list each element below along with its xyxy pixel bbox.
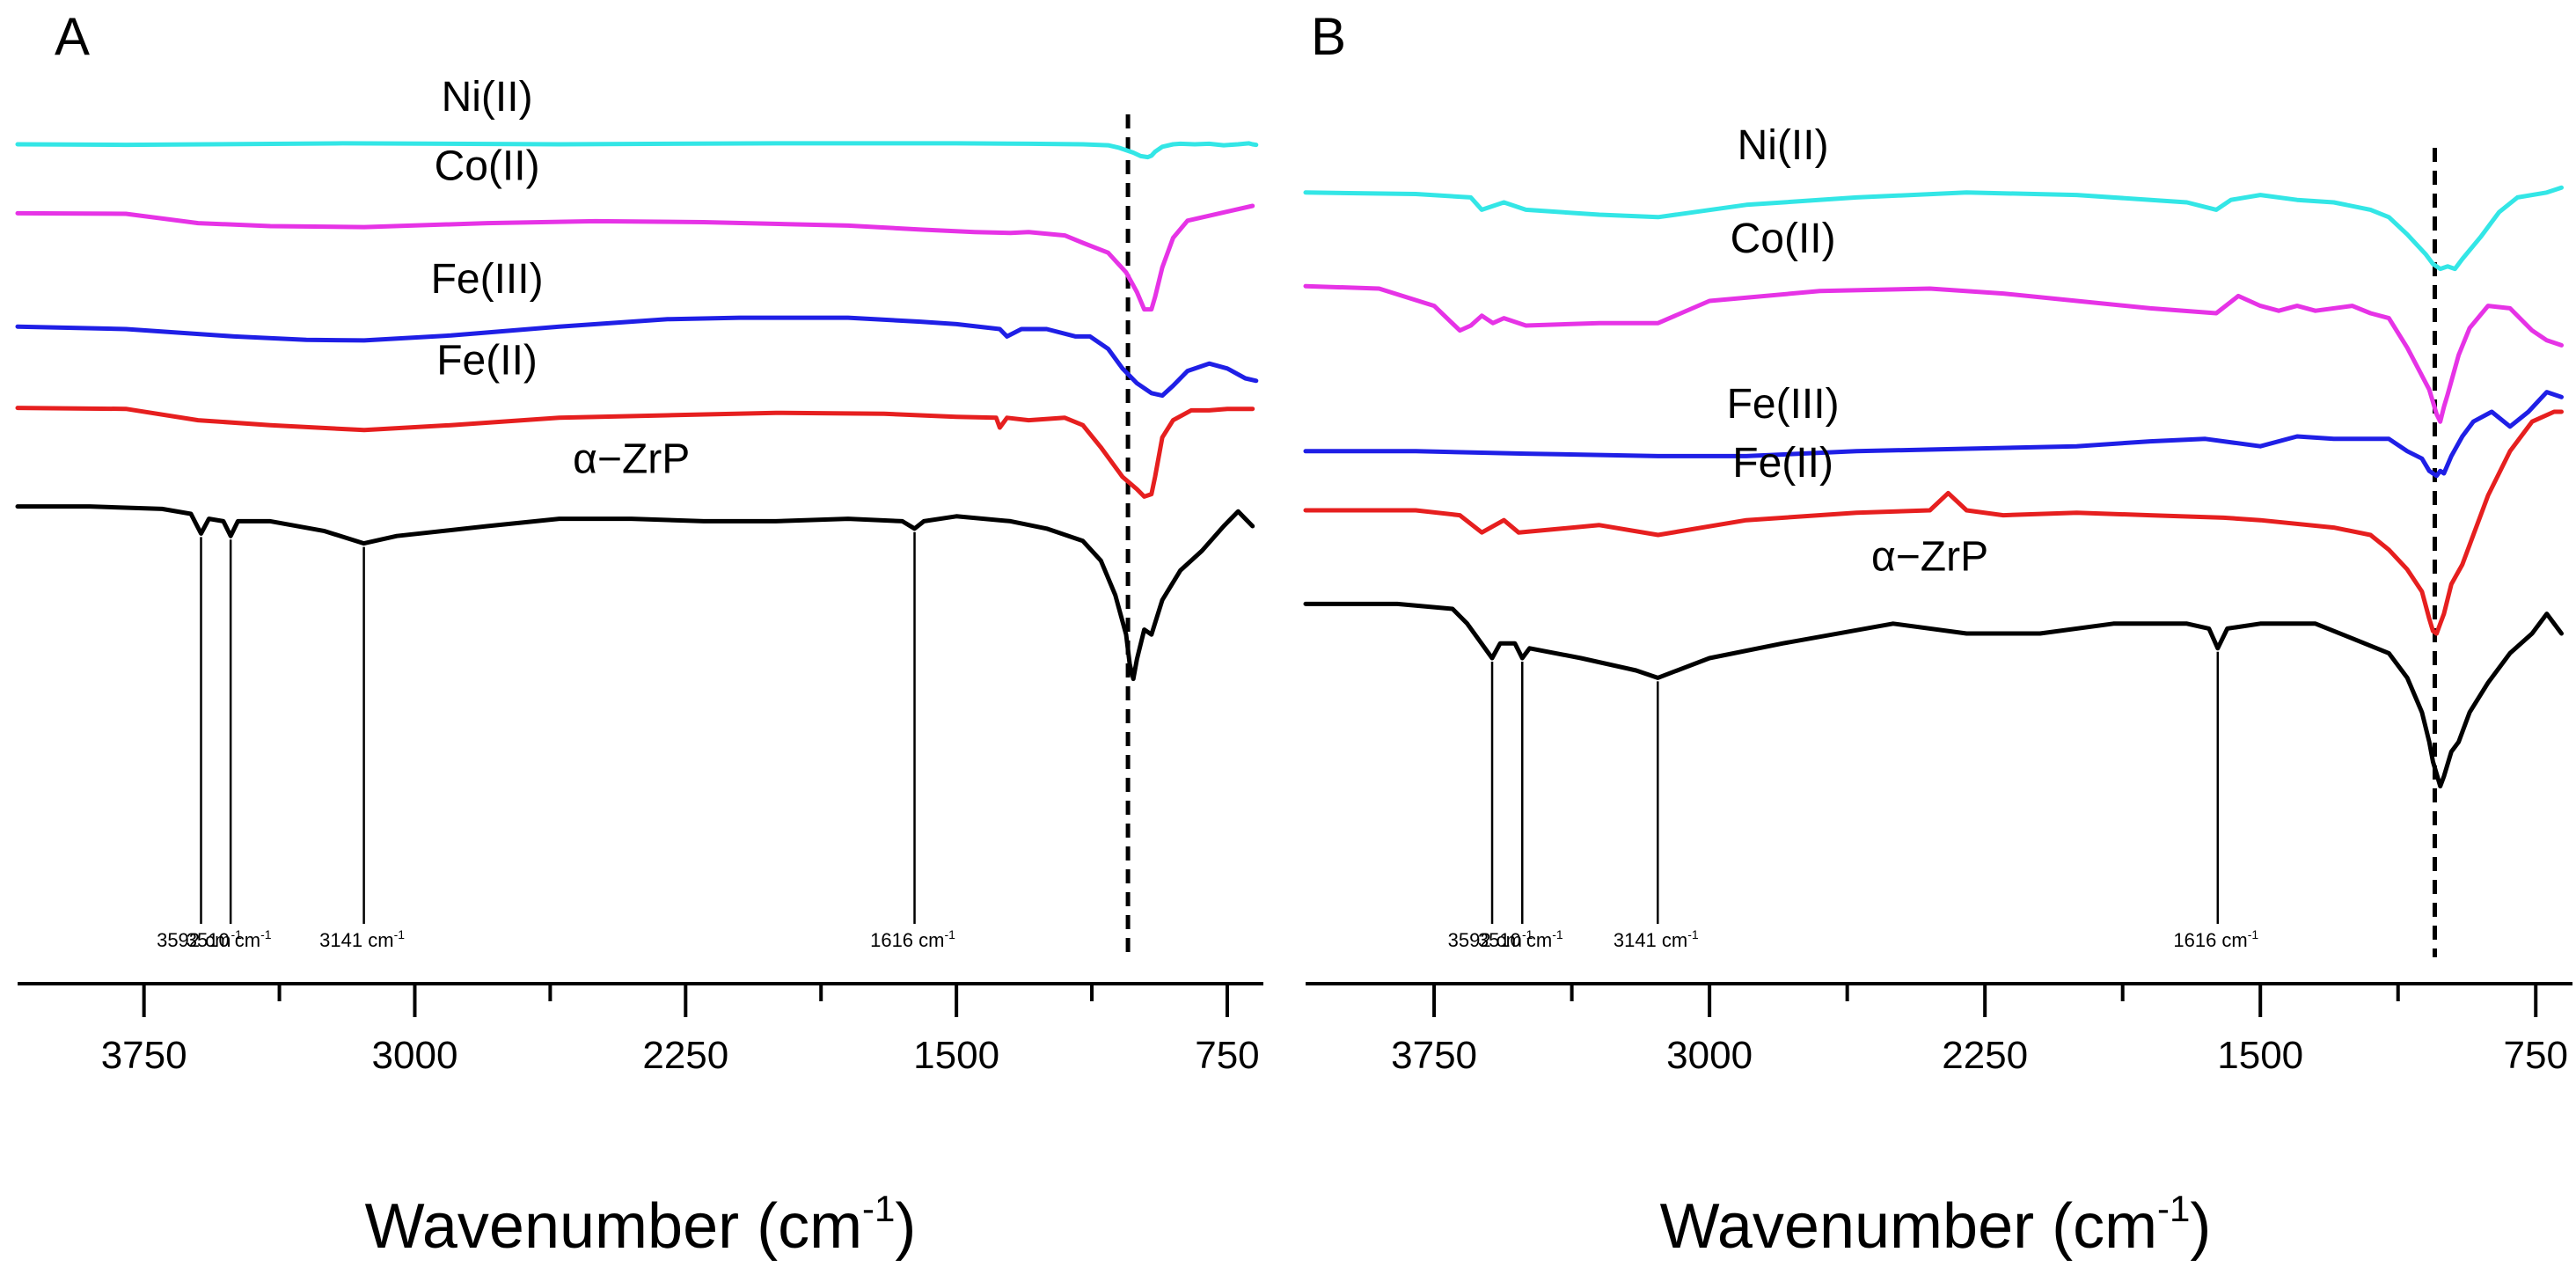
peak-label: 3141 cm-1 — [319, 927, 405, 951]
panel-a: A Ni(II) Co(II) Fe(III) Fe(II) α−ZrP 3592 cm… — [15, 7, 1263, 1262]
panel-b: B Ni(II) Co(II) Fe(III) Fe(II) α−ZrP 3592 cm… — [1303, 7, 2572, 1262]
peak-label: 1616 cm-1 — [870, 927, 955, 951]
x-tick-label: 1500 — [2217, 1034, 2303, 1077]
series-line — [15, 315, 1259, 399]
spectra-traces: Ni(II) Co(II) Fe(III) Fe(II) α−ZrP — [1303, 122, 2564, 957]
x-tick-label: 3000 — [1666, 1034, 1753, 1077]
x-tick-label: 3750 — [1391, 1034, 1477, 1077]
series-line — [1303, 390, 2564, 479]
x-tick-label: 2250 — [1942, 1034, 2028, 1077]
x-axis-title: Wavenumber (cm-1) — [365, 1188, 917, 1262]
x-axis-title: Wavenumber (cm-1) — [1660, 1188, 2212, 1262]
series-line — [1303, 283, 2564, 424]
series-label: Fe(II) — [436, 338, 538, 384]
series-line — [1303, 185, 2564, 272]
series-label: Co(II) — [1731, 216, 1836, 262]
series-label: Ni(II) — [442, 74, 533, 121]
series-label: α−ZrP — [573, 436, 690, 483]
panel-letter: A — [55, 7, 90, 66]
x-tick-label: 3750 — [101, 1034, 187, 1077]
x-tick-label: 750 — [1195, 1034, 1259, 1077]
peak-label: 3592 cm-1 — [1448, 927, 1533, 951]
x-tick-label: 3000 — [372, 1034, 458, 1077]
series-label: Fe(II) — [1732, 440, 1833, 487]
series-label: Co(II) — [435, 143, 540, 189]
peak-label: 3510 cm-1 — [1478, 927, 1563, 951]
panel-letter: B — [1311, 7, 1346, 66]
x-axis-ticks: 3750 3000 2250 1500 750 — [1391, 984, 2568, 1077]
x-axis-ticks: 3750 3000 2250 1500 750 — [101, 984, 1260, 1077]
series-line — [1303, 409, 2564, 636]
x-tick-label: 750 — [2504, 1034, 2568, 1077]
series-label: Fe(III) — [431, 256, 544, 303]
peak-label: 1616 cm-1 — [2173, 927, 2258, 951]
series-line — [1303, 601, 2564, 789]
series-line — [15, 203, 1255, 312]
peak-label: 3141 cm-1 — [1614, 927, 1699, 951]
spectra-traces: Ni(II) Co(II) Fe(III) Fe(II) α−ZrP — [15, 74, 1259, 957]
series-line — [15, 406, 1255, 499]
peak-label: 3592 cm-1 — [157, 927, 242, 951]
peak-label: 3510 cm-1 — [187, 927, 272, 951]
series-label: α−ZrP — [1871, 533, 1988, 580]
series-label: Ni(II) — [1738, 122, 1829, 169]
series-label: Fe(III) — [1727, 381, 1840, 428]
x-tick-label: 1500 — [913, 1034, 999, 1077]
series-line — [15, 504, 1255, 682]
series-line — [15, 141, 1259, 160]
x-tick-label: 2250 — [642, 1034, 728, 1077]
